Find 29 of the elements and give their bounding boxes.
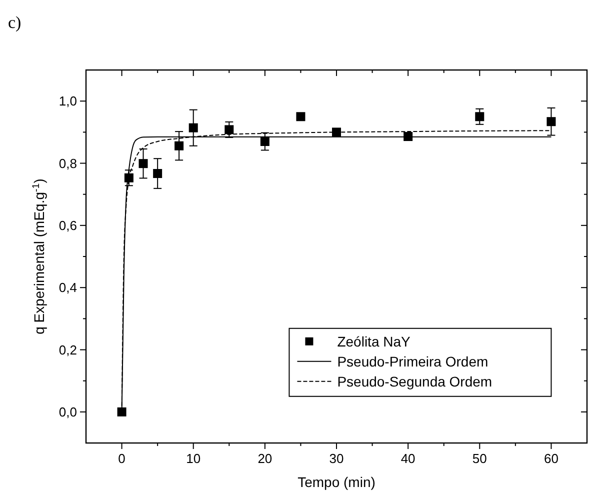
y-tick-label: 0,2 xyxy=(58,342,77,358)
y-tick-label: 0,0 xyxy=(58,404,77,420)
legend-label: Pseudo-Segunda Ordem xyxy=(337,373,492,390)
x-tick-label: 40 xyxy=(400,451,416,466)
x-tick-label: 30 xyxy=(329,451,344,466)
y-tick-label: 0,4 xyxy=(58,280,77,296)
legend-label: Pseudo-Primeira Ordem xyxy=(337,353,488,370)
y-tick-label: 0,8 xyxy=(58,156,77,171)
point xyxy=(546,117,556,126)
x-tick-label: 0 xyxy=(118,451,126,466)
point xyxy=(332,128,341,137)
point xyxy=(188,123,198,132)
chart-title: c) xyxy=(8,13,22,32)
legend-label: Zeólita NaY xyxy=(337,333,412,350)
point xyxy=(296,112,306,122)
x-tick-label: 20 xyxy=(258,451,272,466)
point xyxy=(138,159,148,168)
x-tick-label: 50 xyxy=(472,451,487,466)
x-tick-label: 60 xyxy=(544,451,558,466)
point xyxy=(174,141,184,150)
y-tick-label: 1,0 xyxy=(58,94,77,109)
point xyxy=(260,136,270,146)
x-tick-label: 10 xyxy=(186,451,201,466)
point xyxy=(224,125,234,134)
point xyxy=(153,169,162,178)
y-tick-label: 0,6 xyxy=(58,218,77,233)
x-axis-title: Tempo (min) xyxy=(298,474,376,490)
point xyxy=(475,112,484,122)
point xyxy=(117,407,126,416)
